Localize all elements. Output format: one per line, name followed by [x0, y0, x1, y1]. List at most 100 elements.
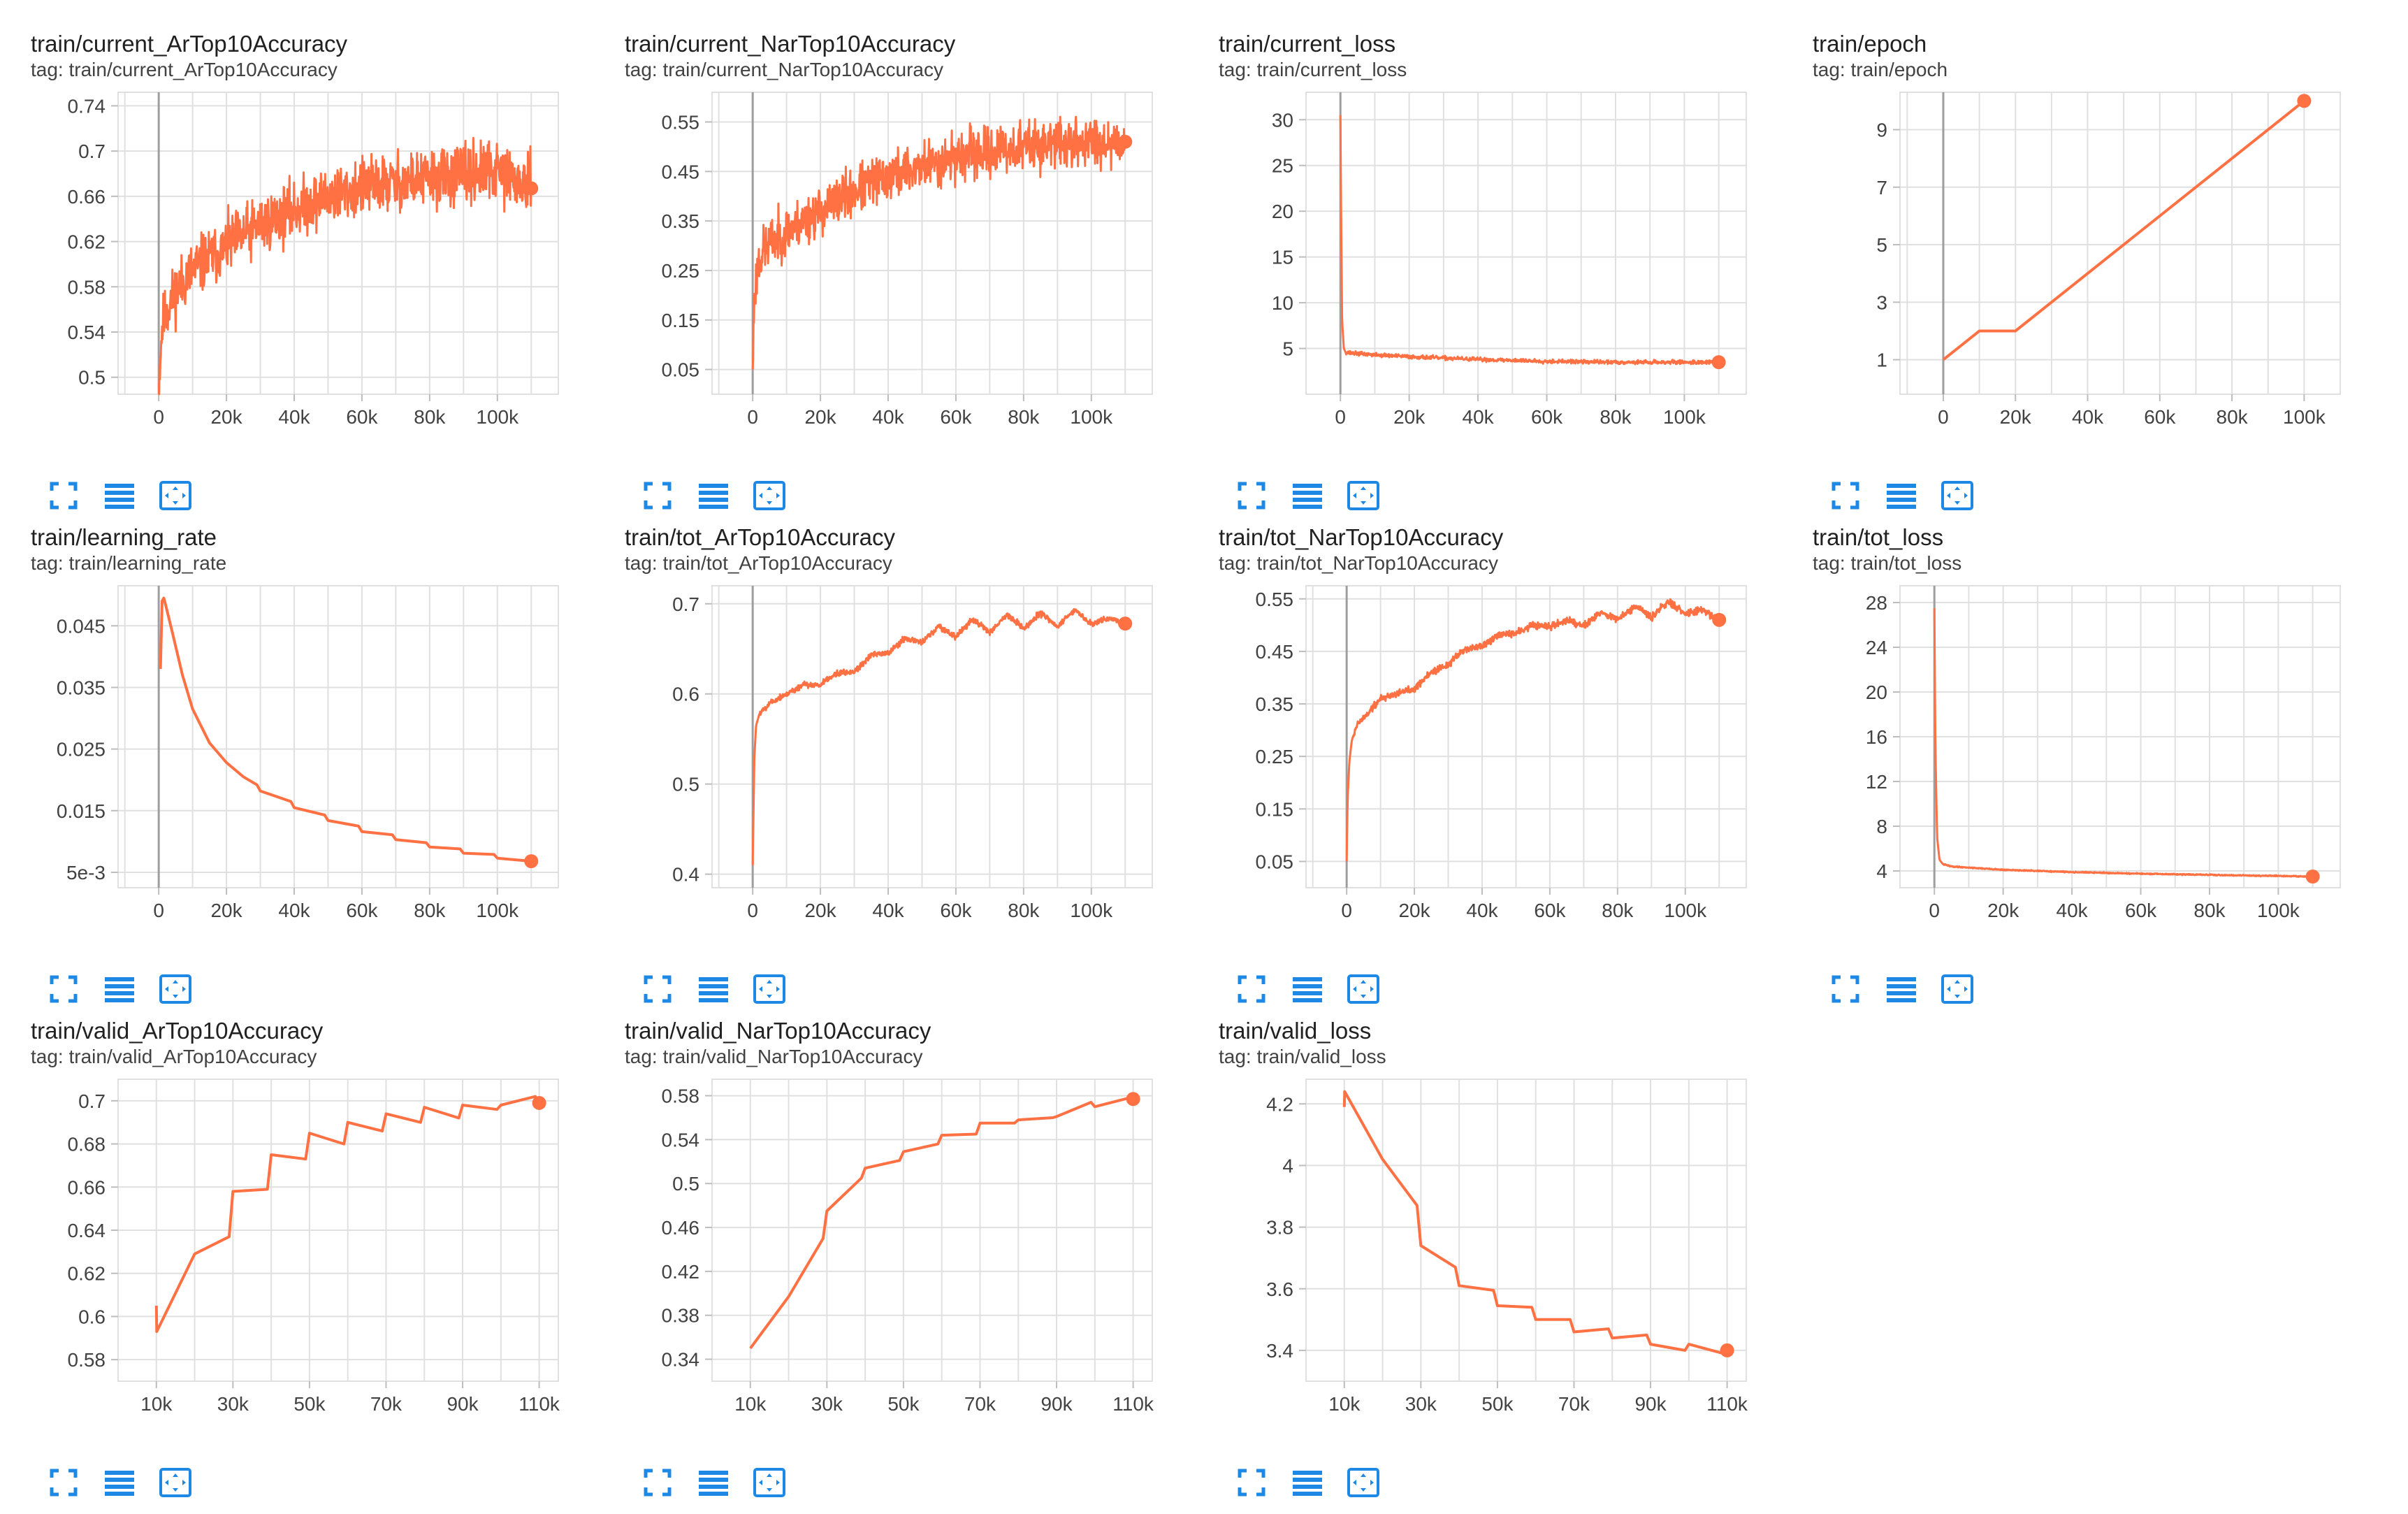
fit-domain-button[interactable] — [158, 478, 193, 513]
toggle-log-scale-button[interactable] — [696, 1465, 731, 1500]
line-chart[interactable]: 0.34 0.38 0.42 0.46 0.5 0.54 0.58 10k 30k 50k 70k 9… — [625, 1074, 1156, 1451]
toggle-log-scale-icon — [1293, 977, 1322, 1002]
fullscreen-icon — [1832, 482, 1859, 510]
plot-frame — [1899, 92, 2341, 395]
fit-domain-icon — [1347, 1468, 1379, 1497]
scalar-card-current-loss: train/current_loss tag: train/current_lo… — [1219, 31, 1750, 520]
line-chart[interactable]: 5e-3 0.015 0.025 0.035 0.045 0 20k 40k 60k 80k 100… — [31, 580, 562, 958]
y-tick-label: 0.25 — [1256, 746, 1294, 767]
line-chart[interactable]: 5 10 15 20 25 30 0 20k 40k 60k 80k 100k — [1219, 87, 1750, 464]
card-title: train/current_loss — [1219, 31, 1396, 57]
toggle-log-scale-button[interactable] — [102, 478, 137, 513]
fit-domain-button[interactable] — [752, 972, 787, 1007]
icon-arrows — [759, 486, 780, 505]
fit-domain-button[interactable] — [752, 478, 787, 513]
y-tick-label: 3.8 — [1266, 1217, 1293, 1239]
fit-domain-button[interactable] — [1346, 478, 1381, 513]
card-title: train/valid_NarTop10Accuracy — [625, 1018, 931, 1044]
x-tick-label: 20k — [1398, 900, 1430, 921]
y-tick-label: 0.5 — [78, 367, 106, 389]
y-tick-label: 0.35 — [662, 210, 700, 232]
y-tick-label: 3 — [1876, 291, 1887, 313]
fit-domain-button[interactable] — [1940, 478, 1975, 513]
x-tick-label: 40k — [2072, 406, 2104, 428]
fullscreen-button[interactable] — [46, 972, 81, 1007]
toggle-log-scale-button[interactable] — [102, 1465, 137, 1500]
fit-domain-button[interactable] — [752, 1465, 787, 1500]
line-chart[interactable]: 0.05 0.15 0.25 0.35 0.45 0.55 0 20k 40k 60k 80k 100… — [625, 87, 1156, 464]
line-chart[interactable]: 0.05 0.15 0.25 0.35 0.45 0.55 0 20k 40k 60k 80k 100… — [1219, 580, 1750, 958]
x-tick-label: 60k — [940, 900, 972, 921]
y-tick-label: 0.45 — [1256, 641, 1294, 663]
toggle-log-scale-button[interactable] — [1290, 972, 1325, 1007]
line-chart[interactable]: 4 8 12 16 20 24 28 0 20k 40k 60k 80k 100k — [1813, 580, 2344, 958]
plot-frame — [1305, 1079, 1747, 1382]
toggle-log-scale-button[interactable] — [1884, 478, 1919, 513]
y-tick-label: 5 — [1282, 338, 1293, 360]
x-tick-label: 60k — [346, 900, 378, 921]
card-title: train/tot_NarTop10Accuracy — [1219, 524, 1504, 550]
toggle-log-scale-button[interactable] — [1290, 1465, 1325, 1500]
x-tick-label: 0 — [1929, 900, 1940, 921]
last-point-marker — [524, 854, 539, 869]
line-chart[interactable]: 0.4 0.5 0.6 0.7 0 20k 40k 60k 80k 100k — [625, 580, 1156, 958]
toggle-log-scale-button[interactable] — [102, 972, 137, 1007]
x-tick-label: 100k — [476, 406, 519, 428]
toggle-log-scale-button[interactable] — [1884, 972, 1919, 1007]
icon-bar — [699, 977, 728, 981]
line-chart[interactable]: 3.4 3.6 3.8 4 4.2 10k 30k 50k 70k 90k 110k — [1219, 1074, 1750, 1451]
fullscreen-button[interactable] — [1234, 972, 1269, 1007]
line-chart[interactable]: 1 3 5 7 9 0 20k 40k 60k 80k 100k — [1813, 87, 2344, 464]
icon-arrows — [759, 1473, 780, 1492]
x-tick-label: 80k — [1602, 900, 1634, 921]
x-tick-label: 60k — [2125, 900, 2157, 921]
fullscreen-button[interactable] — [1234, 478, 1269, 513]
toggle-log-scale-button[interactable] — [1290, 478, 1325, 513]
x-tick-label: 60k — [1534, 900, 1566, 921]
fit-domain-button[interactable] — [1940, 972, 1975, 1007]
card-title: train/tot_ArTop10Accuracy — [625, 524, 896, 550]
toggle-log-scale-icon — [105, 484, 134, 509]
card-title: train/valid_ArTop10Accuracy — [31, 1018, 324, 1044]
fullscreen-button[interactable] — [640, 1465, 675, 1500]
line-chart[interactable]: 0.5 0.54 0.58 0.62 0.66 0.7 0.74 0 20k 40k 60k 80k 1… — [31, 87, 562, 464]
y-tick-label: 0.38 — [662, 1305, 700, 1327]
icon-bar — [1887, 984, 1916, 988]
fit-domain-button[interactable] — [158, 1465, 193, 1500]
x-tick-label: 60k — [940, 406, 972, 428]
series-line — [1342, 1090, 1728, 1355]
card-title: train/current_ArTop10Accuracy — [31, 31, 348, 57]
fullscreen-icon — [644, 975, 672, 1003]
toggle-log-scale-icon — [1293, 484, 1322, 509]
icon-bar — [105, 998, 134, 1002]
x-tick-label: 90k — [1634, 1393, 1667, 1415]
scalar-card-tot-ar-top10-accuracy: train/tot_ArTop10Accuracy tag: train/tot… — [625, 524, 1156, 1014]
fit-domain-button[interactable] — [158, 972, 193, 1007]
toggle-log-scale-button[interactable] — [696, 972, 731, 1007]
icon-corners — [50, 1469, 78, 1497]
fit-domain-icon — [159, 481, 191, 510]
fullscreen-button[interactable] — [1828, 972, 1863, 1007]
fullscreen-button[interactable] — [46, 1465, 81, 1500]
fullscreen-button[interactable] — [1828, 478, 1863, 513]
fullscreen-button[interactable] — [640, 478, 675, 513]
fit-domain-icon — [159, 1468, 191, 1497]
fullscreen-button[interactable] — [46, 478, 81, 513]
toggle-log-scale-button[interactable] — [696, 478, 731, 513]
fullscreen-button[interactable] — [640, 972, 675, 1007]
y-tick-label: 0.74 — [68, 95, 106, 117]
fullscreen-button[interactable] — [1234, 1465, 1269, 1500]
y-tick-label: 0.58 — [68, 276, 106, 298]
y-tick-label: 0.7 — [672, 593, 699, 615]
card-tag: tag: train/valid_loss — [1219, 1046, 1386, 1067]
icon-bar — [105, 491, 134, 495]
line-chart[interactable]: 0.58 0.6 0.62 0.64 0.66 0.68 0.7 10k 30k 50k 70k 90… — [31, 1074, 562, 1451]
fit-domain-button[interactable] — [1346, 972, 1381, 1007]
y-tick-label: 28 — [1866, 592, 1887, 614]
y-tick-label: 0.62 — [68, 231, 106, 253]
fullscreen-icon — [1238, 482, 1265, 510]
fullscreen-icon — [50, 975, 78, 1003]
icon-arrows — [1947, 980, 1968, 998]
fit-domain-button[interactable] — [1346, 1465, 1381, 1500]
last-point-marker — [1720, 1343, 1734, 1357]
